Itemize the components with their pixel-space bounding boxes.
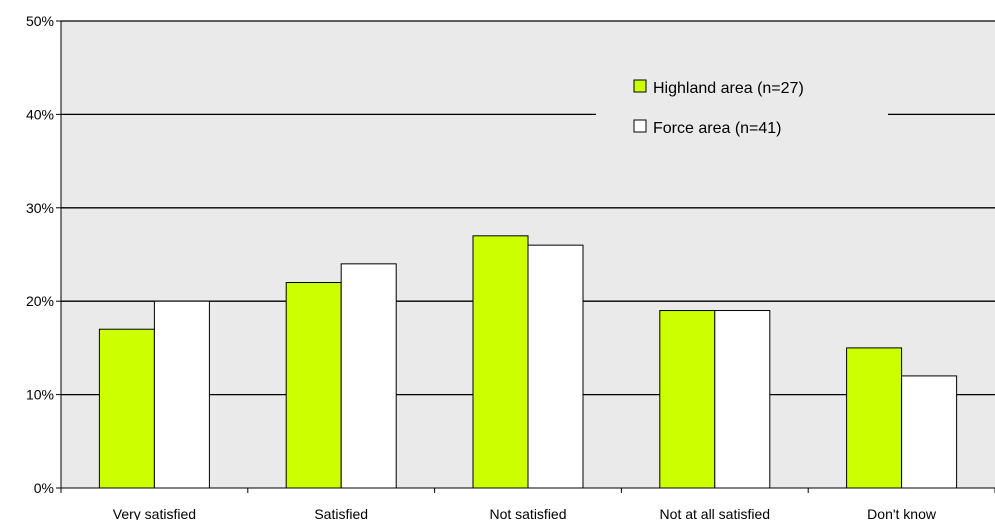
- y-tick-label: 0%: [34, 480, 54, 496]
- legend-label-highland: Highland area (n=27): [653, 80, 804, 97]
- bar-highland-3: [659, 310, 716, 489]
- bar-force-0: [153, 300, 210, 489]
- y-tick-label: 10%: [26, 387, 54, 403]
- bar-force-1: [340, 263, 397, 489]
- bar-highland-0: [98, 328, 155, 489]
- y-tick-label: 40%: [26, 106, 54, 122]
- x-category-label: Satisfied: [314, 506, 368, 520]
- y-tick-label: 20%: [26, 293, 54, 309]
- y-tick-label: 30%: [26, 200, 54, 216]
- legend-swatch-highland: [633, 79, 647, 93]
- bars: [98, 235, 958, 489]
- bar-force-3: [714, 310, 771, 489]
- bar-highland-2: [472, 235, 529, 489]
- y-axis-tick-labels: 0% 10% 20% 30% 40% 50%: [26, 13, 54, 496]
- x-category-label: Don't know: [867, 506, 937, 520]
- bar-highland-1: [285, 282, 342, 489]
- x-category-label: Not at all satisfied: [660, 506, 771, 520]
- bar-highland-4: [846, 347, 903, 489]
- y-tick-label: 50%: [26, 13, 54, 29]
- legend: Highland area (n=27) Force area (n=41): [596, 66, 888, 170]
- x-category-label: Very satisfied: [113, 506, 196, 520]
- x-axis-category-labels: Very satisfied Satisfied Not satisfied Not …: [113, 506, 937, 520]
- bar-force-4: [901, 375, 958, 489]
- axes: [56, 20, 995, 493]
- legend-swatch-force: [633, 119, 647, 133]
- legend-label-force: Force area (n=41): [653, 120, 782, 137]
- x-category-label: Not satisfied: [489, 506, 566, 520]
- bar-force-2: [527, 244, 584, 489]
